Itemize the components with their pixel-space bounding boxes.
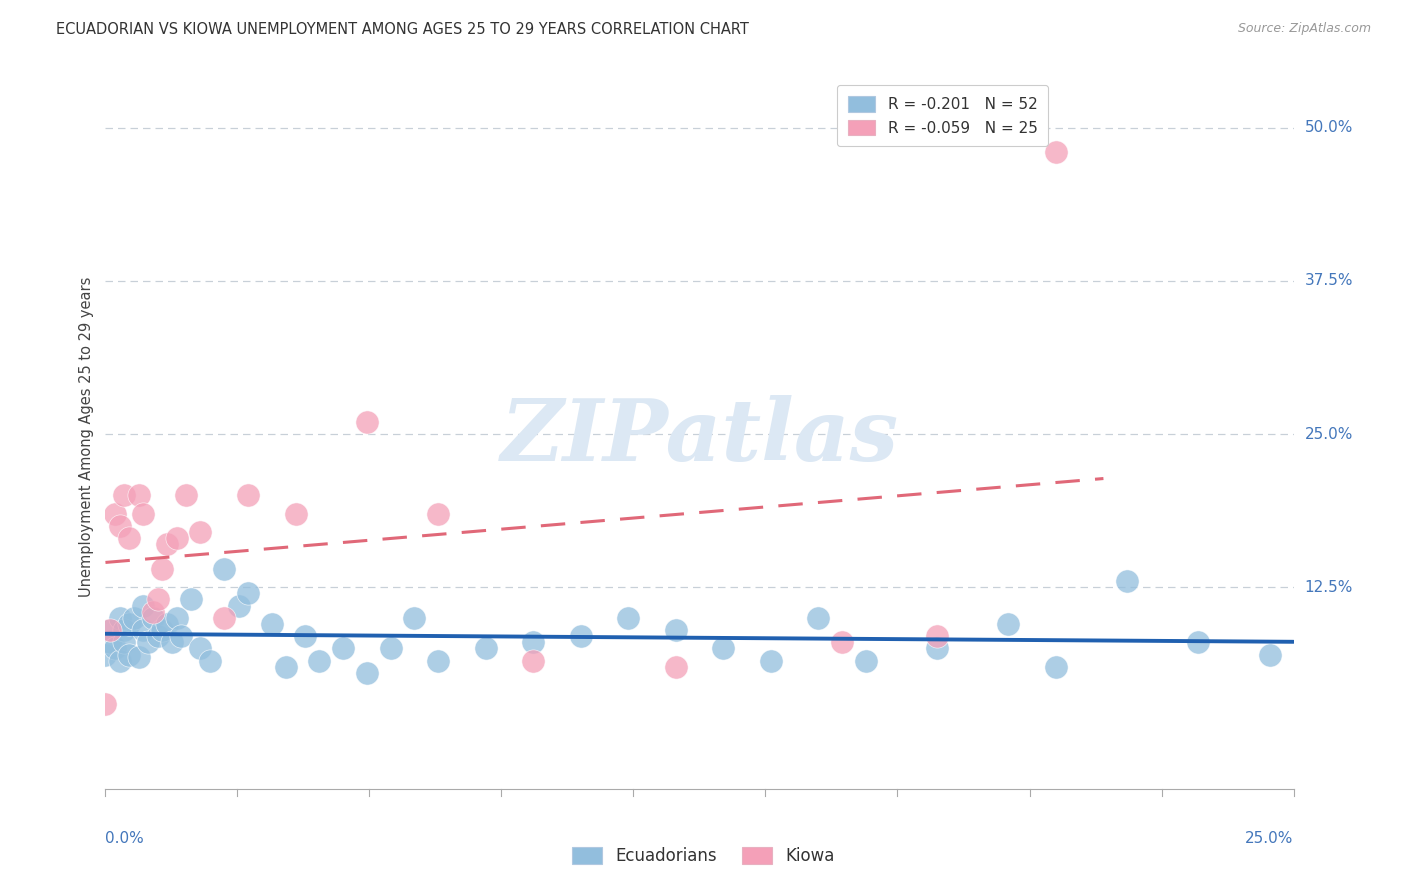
Point [122,611,145,625]
Point [236,488,259,502]
Point [160,635,183,649]
Point [356,665,378,680]
Point [118,531,141,545]
Point [308,654,330,668]
Point [260,617,283,632]
Point [128,488,150,502]
Point [108,611,131,625]
Point [569,629,592,643]
Point [114,635,136,649]
Point [294,629,316,643]
Point [170,629,193,643]
Point [831,635,853,649]
Point [356,415,378,429]
Point [1258,648,1281,662]
Point [94,697,117,711]
Text: 25.0%: 25.0% [1246,831,1294,846]
Point [98,623,121,637]
Point [617,611,640,625]
Point [156,617,179,632]
Point [136,635,159,649]
Text: ECUADORIAN VS KIOWA UNEMPLOYMENT AMONG AGES 25 TO 29 YEARS CORRELATION CHART: ECUADORIAN VS KIOWA UNEMPLOYMENT AMONG A… [56,22,749,37]
Point [132,623,155,637]
Point [142,611,165,625]
Point [1116,574,1139,588]
Point [228,599,250,613]
Y-axis label: Unemployment Among Ages 25 to 29 years: Unemployment Among Ages 25 to 29 years [79,277,94,598]
Point [474,641,496,656]
Point [128,650,150,665]
Point [332,641,354,656]
Point [711,641,734,656]
Point [198,654,221,668]
Text: 12.5%: 12.5% [1305,580,1353,595]
Point [152,562,174,576]
Point [108,519,131,533]
Point [98,623,121,637]
Text: ZIPatlas: ZIPatlas [501,395,898,479]
Point [427,654,450,668]
Point [174,488,197,502]
Point [1045,145,1067,160]
Point [118,617,141,632]
Point [132,599,155,613]
Point [925,629,948,643]
Point [152,623,174,637]
Point [156,537,179,551]
Point [665,623,688,637]
Point [1045,660,1067,674]
Point [142,605,165,619]
Point [380,641,402,656]
Legend: Ecuadorians, Kiowa: Ecuadorians, Kiowa [565,840,841,872]
Point [190,524,212,539]
Point [925,641,948,656]
Text: 25.0%: 25.0% [1305,426,1353,442]
Point [98,635,121,649]
Text: Source: ZipAtlas.com: Source: ZipAtlas.com [1237,22,1371,36]
Point [665,660,688,674]
Point [104,507,127,521]
Point [146,629,169,643]
Point [104,641,127,656]
Text: 37.5%: 37.5% [1305,273,1353,288]
Point [214,611,236,625]
Point [522,635,544,649]
Point [118,648,141,662]
Point [180,592,202,607]
Point [997,617,1019,632]
Point [190,641,212,656]
Point [132,507,155,521]
Point [284,507,307,521]
Point [214,562,236,576]
Point [1187,635,1209,649]
Point [404,611,426,625]
Text: 0.0%: 0.0% [105,831,145,846]
Text: 50.0%: 50.0% [1305,120,1353,135]
Point [166,531,188,545]
Point [236,586,259,600]
Point [807,611,830,625]
Point [94,648,117,662]
Point [522,654,544,668]
Point [759,654,782,668]
Point [114,623,136,637]
Point [274,660,297,674]
Point [855,654,877,668]
Point [114,488,136,502]
Point [166,611,188,625]
Point [146,592,169,607]
Point [427,507,450,521]
Legend: R = -0.201   N = 52, R = -0.059   N = 25: R = -0.201 N = 52, R = -0.059 N = 25 [838,86,1049,146]
Point [108,654,131,668]
